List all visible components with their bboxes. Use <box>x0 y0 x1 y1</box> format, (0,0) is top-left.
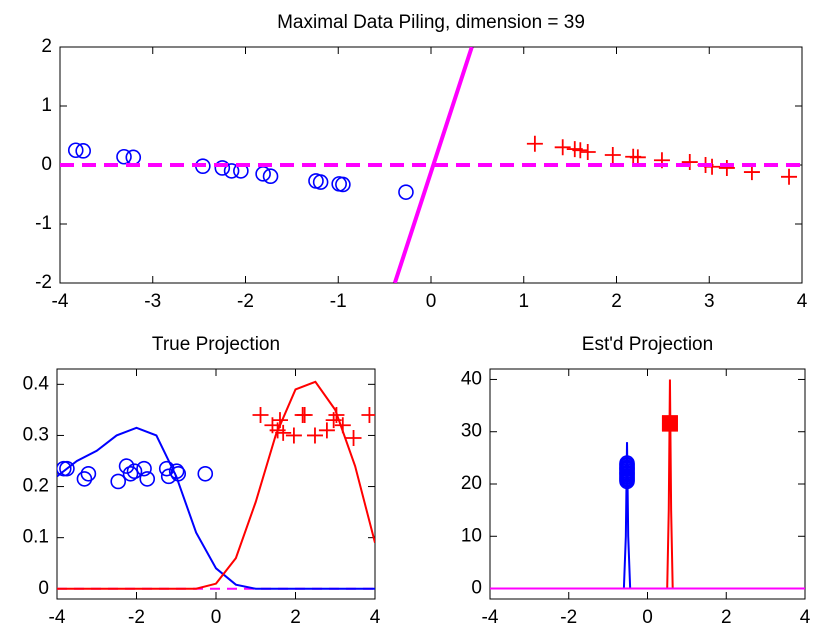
plot-area <box>60 47 802 283</box>
circle-marker <box>312 174 329 190</box>
subplot-title: True Projection <box>152 334 280 355</box>
circle-marker <box>76 471 93 487</box>
plus-marker <box>661 408 678 425</box>
plus-marker <box>629 149 646 166</box>
plus-marker <box>306 427 323 444</box>
circle-marker <box>398 184 414 200</box>
plus-marker <box>334 417 351 434</box>
circle-marker <box>619 455 635 471</box>
x-tick-label: 2 <box>611 291 622 312</box>
axes-frame <box>56 368 376 600</box>
plus-marker <box>285 427 302 444</box>
circle-marker <box>160 468 177 485</box>
y-tick-label: 0.4 <box>23 373 50 394</box>
x-tick-label: -2 <box>237 291 254 312</box>
circle-marker <box>262 168 279 185</box>
y-tick-label: 1 <box>41 95 52 116</box>
subplot-title: Maximal Data Piling, dimension = 39 <box>277 12 585 33</box>
x-tick-label: 4 <box>800 607 811 628</box>
x-tick-label: 4 <box>370 607 381 628</box>
circle-marker <box>59 460 75 477</box>
plus-marker <box>718 159 735 176</box>
x-tick-label: 0 <box>426 291 437 312</box>
y-tick-label: 0.2 <box>23 476 49 497</box>
x-tick-label: 2 <box>290 607 301 628</box>
circle-marker <box>122 465 139 482</box>
x-tick-label: 0 <box>211 607 222 628</box>
x-tick-label: 2 <box>721 607 732 628</box>
circle-marker <box>197 465 214 482</box>
x-tick-label: -4 <box>482 607 499 628</box>
circle-marker <box>67 142 84 159</box>
circle-marker <box>139 471 156 487</box>
x-tick-label: -1 <box>330 291 347 312</box>
x-tick-label: 0 <box>642 607 653 628</box>
circle-marker <box>118 458 135 474</box>
x-tick-label: -2 <box>128 607 145 628</box>
plus-marker <box>252 407 269 423</box>
plus-marker <box>526 135 543 152</box>
axes-frame <box>489 368 806 600</box>
plus-marker <box>361 407 375 423</box>
y-tick-label: 0 <box>38 578 49 599</box>
y-tick-label: 30 <box>461 421 482 442</box>
x-tick-label: -4 <box>52 291 69 312</box>
plus-marker <box>554 139 571 156</box>
circle-marker <box>80 465 97 482</box>
y-tick-label: -2 <box>35 272 52 293</box>
circle-marker <box>110 473 127 490</box>
plus-marker <box>318 422 335 439</box>
plus-marker <box>296 407 313 423</box>
circle-marker <box>214 160 231 176</box>
plus-marker <box>681 154 698 171</box>
x-tick-label: -4 <box>49 607 66 628</box>
circle-marker <box>116 148 132 165</box>
plus-marker <box>345 430 362 446</box>
plus-marker <box>275 424 292 441</box>
y-tick-label: -1 <box>35 213 52 234</box>
plot-area <box>490 379 805 590</box>
circle-marker <box>57 460 72 477</box>
plus-marker <box>781 168 798 185</box>
line <box>392 47 474 283</box>
y-tick-label: 2 <box>41 36 52 57</box>
line <box>57 380 375 590</box>
y-tick-label: 0.1 <box>23 527 49 548</box>
x-tick-label: 3 <box>704 291 715 312</box>
x-tick-label: -2 <box>560 607 577 628</box>
circle-marker <box>125 149 142 166</box>
x-tick-label: 4 <box>797 291 808 312</box>
circle-marker <box>126 463 143 480</box>
plus-marker <box>579 144 596 161</box>
x-tick-label: -3 <box>144 291 161 312</box>
y-tick-label: 10 <box>461 525 482 546</box>
y-tick-label: 40 <box>461 368 482 389</box>
circle-marker <box>75 143 91 159</box>
line <box>490 379 805 590</box>
circle-marker <box>136 460 152 477</box>
subplot-title: Est'd Projection <box>582 334 713 355</box>
plus-marker <box>328 407 345 423</box>
line <box>490 442 805 590</box>
circle-marker <box>170 465 187 482</box>
circle-marker <box>335 176 351 193</box>
plus-marker <box>572 142 589 159</box>
y-tick-label: 0 <box>471 578 482 599</box>
y-tick-label: 0.3 <box>23 424 49 445</box>
line <box>57 426 375 590</box>
y-tick-label: 0 <box>41 154 52 175</box>
plus-marker <box>604 146 621 163</box>
subplot: Maximal Data Piling, dimension = 39 -4 -3 -… <box>35 12 808 312</box>
plot-area <box>57 380 375 590</box>
subplot: True Projection -4 -2 0 2 4 0 0.1 0.2 0.3 0.4 <box>23 334 381 628</box>
circle-marker <box>168 463 185 480</box>
plus-marker <box>271 412 288 429</box>
y-tick-label: 20 <box>461 473 482 494</box>
x-tick-label: 1 <box>518 291 529 312</box>
circle-marker <box>223 163 240 179</box>
